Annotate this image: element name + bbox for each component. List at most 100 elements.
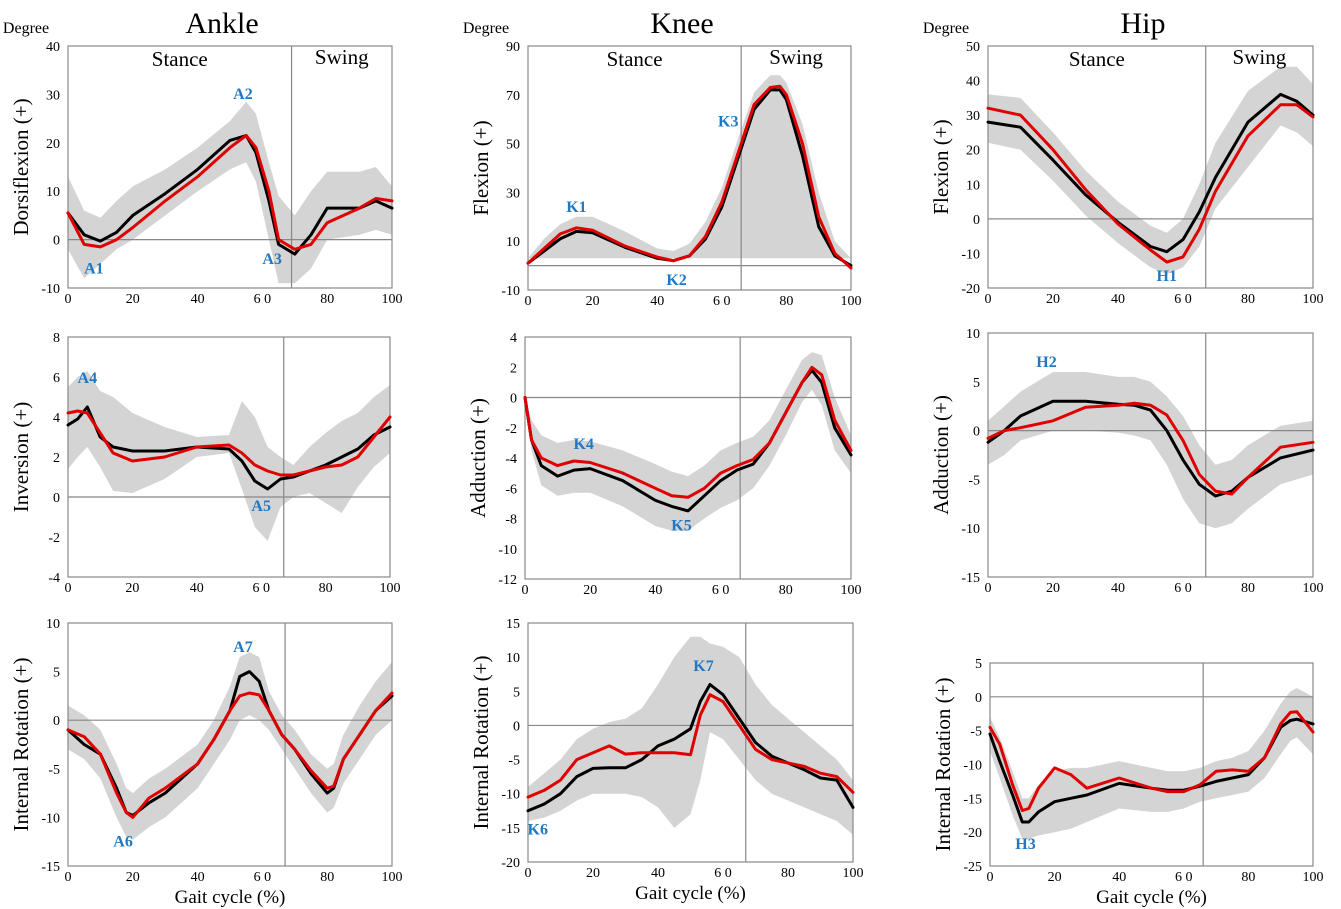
y-axis-label: Adduction (+) xyxy=(929,395,953,515)
x-axis-label: Gait cycle (%) xyxy=(635,883,746,904)
annotation-k1: K1 xyxy=(566,199,586,216)
x-tick-label: 40 xyxy=(1111,581,1125,596)
y-tick-label: -10 xyxy=(41,811,60,826)
x-tick-label: 40 xyxy=(191,870,205,885)
annotation-h2: H2 xyxy=(1036,354,1056,371)
degree-unit-label: Degree xyxy=(923,20,969,37)
phase-label-stance: Stance xyxy=(152,47,208,71)
y-tick-label: -15 xyxy=(961,571,980,586)
series-line-red xyxy=(523,365,853,499)
series-line-red xyxy=(986,401,1315,496)
y-tick-label: -10 xyxy=(963,759,982,774)
y-tick-label: -2 xyxy=(505,422,517,437)
sd-band xyxy=(528,75,851,259)
sd-band xyxy=(68,371,390,541)
x-tick-label: 40 xyxy=(650,294,664,309)
x-tick-label: 80 xyxy=(1241,292,1255,307)
y-tick-label: 5 xyxy=(975,657,982,672)
annotation-a3: A3 xyxy=(262,251,282,268)
y-tick-label: 0 xyxy=(53,491,60,506)
x-tick-label: 100 xyxy=(1303,581,1324,596)
x-tick-label: 20 xyxy=(125,581,139,596)
phase-label-stance: Stance xyxy=(607,47,663,71)
x-tick-label: 6 0 xyxy=(1174,581,1192,596)
annotation-k3: K3 xyxy=(718,114,738,131)
x-tick-label: 20 xyxy=(126,292,140,307)
y-tick-label: 2 xyxy=(53,451,60,466)
x-tick-label: 80 xyxy=(779,294,793,309)
x-tick-label: 20 xyxy=(586,866,600,881)
y-tick-label: 5 xyxy=(513,685,520,700)
annotation-a6: A6 xyxy=(113,834,133,851)
y-tick-label: 0 xyxy=(53,234,60,249)
x-tick-label: 40 xyxy=(191,292,205,307)
y-tick-label: 0 xyxy=(975,691,982,706)
y-tick-label: 40 xyxy=(46,40,60,55)
series-line-red xyxy=(526,693,855,799)
y-tick-label: -20 xyxy=(963,826,982,841)
x-tick-label: 100 xyxy=(382,870,403,885)
y-tick-label: 70 xyxy=(506,89,520,104)
x-tick-label: 6 0 xyxy=(252,581,270,596)
y-tick-label: 20 xyxy=(966,144,980,159)
y-axis-label: Dorsiflexion (+) xyxy=(9,98,33,235)
plot-frame xyxy=(524,336,852,580)
plot-frame xyxy=(987,332,1314,578)
y-tick-label: 6 xyxy=(53,371,60,386)
x-tick-label: 0 xyxy=(65,870,72,885)
panel-hip-transverse: -25 -20 -15 -10 -5 0 5 0 20 40 6 0 80 100 Internal Ro… xyxy=(931,657,1324,908)
series-line-black xyxy=(986,92,1315,254)
x-tick-label: 40 xyxy=(190,581,204,596)
y-tick-label: -10 xyxy=(961,247,980,262)
annotation-k4: K4 xyxy=(573,436,593,453)
y-axis-label: Flexion (+) xyxy=(469,120,493,215)
panel-hip-sagittal: -20 -10 0 10 20 30 40 50 0 20 40 6 0 80 100 Flexion (+… xyxy=(923,7,1324,307)
y-tick-label: -15 xyxy=(501,822,520,837)
series-line-black xyxy=(66,134,394,256)
y-tick-label: 2 xyxy=(510,361,517,376)
sd-band xyxy=(528,636,853,835)
y-tick-label: 10 xyxy=(506,235,520,250)
x-tick-label: 20 xyxy=(586,294,600,309)
x-axis-label: Gait cycle (%) xyxy=(1096,887,1207,908)
y-tick-label: -20 xyxy=(961,282,980,297)
x-tick-label: 0 xyxy=(525,294,532,309)
x-tick-label: 100 xyxy=(382,292,403,307)
x-tick-label: 40 xyxy=(1111,292,1125,307)
series-line-red xyxy=(66,409,392,477)
x-tick-label: 80 xyxy=(320,292,334,307)
x-tick-label: 0 xyxy=(525,866,532,881)
column-title: Hip xyxy=(1121,7,1166,40)
y-tick-label: -4 xyxy=(505,452,517,467)
y-tick-label: -2 xyxy=(48,531,60,546)
phase-label-swing: Swing xyxy=(1233,45,1287,69)
x-tick-label: 0 xyxy=(985,292,992,307)
x-tick-label: 80 xyxy=(319,581,333,596)
x-tick-label: 0 xyxy=(987,870,994,885)
plot-frame xyxy=(987,45,1314,289)
y-axis-label: Internal Rotation (+) xyxy=(931,678,955,852)
y-tick-label: -5 xyxy=(508,754,520,769)
sd-band xyxy=(68,652,392,840)
x-tick-label: 6 0 xyxy=(712,583,730,598)
y-tick-label: 10 xyxy=(506,651,520,666)
y-tick-label: -5 xyxy=(48,763,60,778)
y-tick-label: 10 xyxy=(46,185,60,200)
phase-label-swing: Swing xyxy=(769,45,823,69)
y-tick-label: 15 xyxy=(506,617,520,632)
panel-knee-transverse: -20 -15 -10 -5 0 5 10 15 0 20 40 6 0 80 100 Internal R… xyxy=(469,617,864,904)
y-axis-label: Flexion (+) xyxy=(929,119,953,214)
y-tick-label: -15 xyxy=(41,860,60,875)
x-tick-label: 6 0 xyxy=(254,870,272,885)
series-line-red xyxy=(66,691,394,819)
x-tick-label: 6 0 xyxy=(1174,292,1192,307)
y-tick-label: 0 xyxy=(513,719,520,734)
plot-frame xyxy=(67,45,393,289)
x-tick-label: 80 xyxy=(320,870,334,885)
y-tick-label: 90 xyxy=(506,40,520,55)
series-line-red xyxy=(988,710,1315,812)
